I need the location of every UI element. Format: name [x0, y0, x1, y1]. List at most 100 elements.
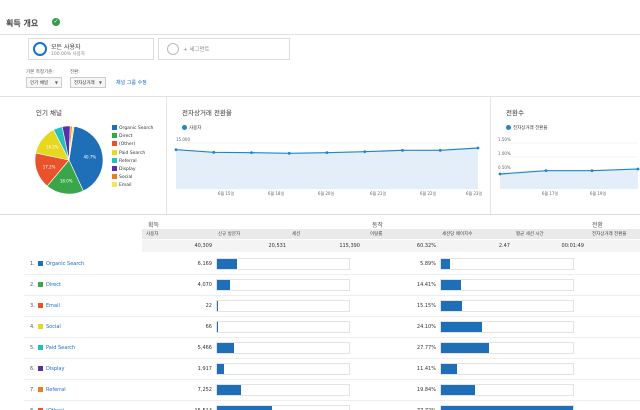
header-avg-session[interactable]: 평균 세션 시간 — [516, 232, 544, 237]
users-bar-fill — [217, 280, 231, 290]
legend-swatch — [112, 165, 117, 171]
users-bar-fill — [217, 343, 235, 353]
header-sessions[interactable]: 세션 — [292, 232, 301, 237]
add-segment-button[interactable]: + 세그먼트 — [158, 38, 290, 60]
bounce-rate-value: 5.89% — [420, 261, 436, 267]
users-bar-fill — [217, 385, 241, 395]
channel-swatch — [38, 282, 43, 287]
add-segment-label: + 세그먼트 — [183, 47, 210, 53]
x-tick-label: 6월 22일 — [420, 190, 437, 196]
data-point[interactable] — [174, 148, 178, 152]
data-point[interactable] — [212, 150, 216, 154]
users-value: 1,917 — [197, 366, 212, 372]
card-divider — [490, 97, 491, 215]
data-point[interactable] — [438, 148, 442, 152]
pie-slice-label: 17.2% — [43, 164, 56, 169]
channel-link[interactable]: Email — [46, 303, 60, 309]
row-number: 5. — [30, 345, 35, 351]
data-point[interactable] — [476, 146, 480, 150]
users-value: 15,514 — [142, 408, 213, 410]
users-value: 7,252 — [197, 387, 212, 393]
bounce-bar-fill — [441, 406, 573, 410]
channel-swatch — [38, 261, 43, 266]
pie-slice[interactable] — [68, 125, 75, 161]
pie-slice-label: 14.2% — [46, 145, 59, 150]
data-point[interactable] — [363, 150, 367, 154]
line2-legend: 전자상거래 전환율 — [506, 125, 548, 131]
legend-dot-icon — [182, 125, 187, 130]
users-bar-fill — [217, 259, 237, 269]
x-tick-label: 6월 23일 — [466, 190, 482, 196]
channel-link[interactable]: Paid Search — [46, 345, 76, 351]
data-point[interactable] — [498, 172, 502, 176]
legend-label: Email — [119, 183, 132, 189]
users-value: 5,466 — [197, 345, 212, 351]
users-value: 66 — [205, 324, 212, 330]
bounce-bar — [440, 363, 574, 375]
series-area — [176, 148, 478, 189]
pie-slice-label: 40.7% — [84, 155, 97, 160]
channel-link[interactable]: Direct — [46, 282, 61, 288]
channel-swatch — [38, 303, 43, 308]
row-number: 6. — [30, 366, 35, 372]
conversions-line-chart: 1.50% 1.00% 0.50% 6월 17일 6월 19일 — [498, 137, 640, 196]
verified-check-icon: ✓ — [52, 18, 60, 26]
data-point[interactable] — [287, 151, 291, 155]
users-bar — [216, 321, 350, 333]
channel-link[interactable]: Organic Search — [46, 261, 85, 267]
legend-swatch — [112, 133, 117, 139]
bounce-bar-fill — [441, 364, 457, 374]
x-tick-label: 6월 18일 — [268, 190, 285, 196]
data-point[interactable] — [636, 167, 640, 171]
bounce-bar-fill — [441, 259, 451, 269]
conversion-dropdown[interactable]: 전자상거래 ▼ — [70, 77, 106, 88]
channel-link[interactable]: (Other) — [46, 408, 64, 410]
bounce-bar-fill — [441, 343, 489, 353]
data-point[interactable] — [325, 151, 329, 155]
data-point[interactable] — [250, 151, 253, 155]
segment-all-users[interactable]: 모든 사용자 100.00% 사용자 — [28, 38, 154, 60]
bounce-bar — [440, 300, 574, 312]
channel-swatch — [38, 408, 43, 410]
pie-slice[interactable] — [68, 126, 104, 192]
legend-label: Display — [119, 166, 136, 172]
row-divider — [24, 400, 640, 401]
channel-swatch — [38, 387, 43, 392]
header-users[interactable]: 사용자 — [146, 232, 159, 237]
header-pages-per-session[interactable]: 세션당 페이지수 — [442, 232, 473, 237]
primary-dimension-label: 기본 측정기준: — [26, 70, 54, 75]
total-sessions: 115,390 — [339, 243, 360, 249]
data-point[interactable] — [401, 148, 404, 152]
row-number: 8. — [30, 408, 35, 410]
data-point[interactable] — [590, 169, 594, 173]
header-ecom-rate[interactable]: 전자상거래 전환율 — [592, 232, 627, 237]
data-point[interactable] — [544, 169, 548, 173]
row-divider — [24, 379, 640, 380]
pie-legend-item: Paid Search — [112, 149, 153, 156]
x-tick-label: 6월 17일 — [542, 190, 559, 196]
pie-slice-label: 18.0% — [60, 178, 73, 183]
bounce-bar-fill — [441, 322, 482, 332]
primary-dimension-dropdown[interactable]: 인기 채널 ▼ — [26, 77, 62, 88]
channel-link[interactable]: Display — [46, 366, 65, 372]
row-number: 1. — [30, 261, 35, 267]
edit-channel-group-link[interactable]: 채널 그룹 수정 — [116, 80, 147, 86]
bounce-bar-fill — [441, 385, 476, 395]
pie-legend: Organic Search Direct (Other) Paid Search Re… — [112, 125, 153, 191]
channel-link[interactable]: Social — [46, 324, 61, 330]
total-new-visitors: 20,531 — [268, 243, 287, 249]
channel-link[interactable]: Referral — [46, 387, 66, 393]
legend-label: Social — [119, 175, 133, 181]
y-tick-label: 15.000 — [176, 137, 190, 142]
segment-name: 모든 사용자 — [51, 44, 81, 51]
x-tick-label: 6월 21일 — [370, 190, 387, 196]
pie-legend-item: Direct — [112, 133, 153, 139]
header-new-visitors[interactable]: 신규 방문자 — [218, 232, 241, 237]
x-tick-label: 6월 20일 — [318, 190, 335, 196]
conversion-value: 전자상거래 — [74, 81, 95, 86]
bounce-bar-fill — [441, 280, 461, 290]
users-bar — [216, 342, 350, 354]
header-bounce-rate[interactable]: 이탈률 — [370, 232, 383, 237]
users-bar-fill — [217, 301, 219, 311]
